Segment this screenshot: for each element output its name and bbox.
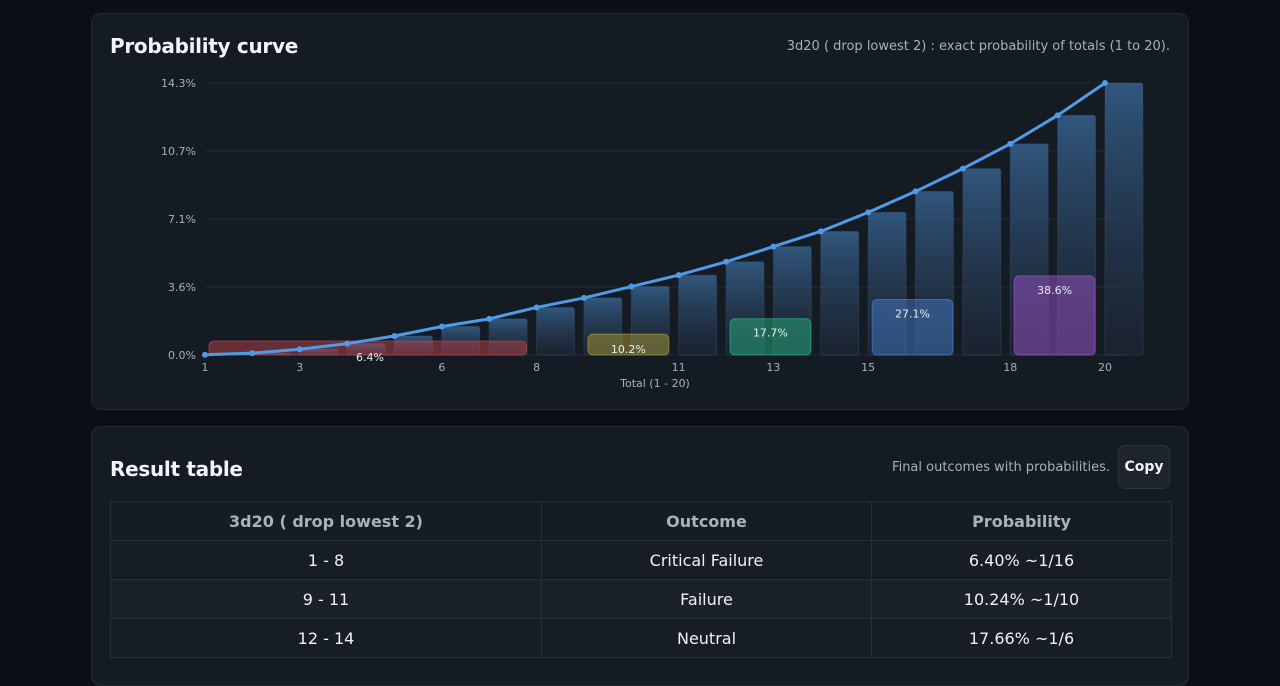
data-point bbox=[1055, 112, 1061, 118]
bar bbox=[1105, 83, 1143, 355]
x-tick-label: 20 bbox=[1098, 361, 1112, 374]
result-table: 3d20 ( drop lowest 2) Outcome Probabilit… bbox=[110, 501, 1172, 658]
data-point bbox=[391, 333, 397, 339]
x-axis-label: Total (1 - 20) bbox=[619, 377, 690, 390]
data-point bbox=[202, 352, 208, 358]
data-point bbox=[1007, 141, 1013, 147]
y-tick-label: 10.7% bbox=[161, 145, 196, 158]
data-point bbox=[818, 228, 824, 234]
data-point bbox=[249, 350, 255, 356]
cell-outcome: Critical Failure bbox=[542, 541, 872, 580]
x-tick-label: 1 bbox=[202, 361, 209, 374]
range-label: 6.4% bbox=[356, 351, 384, 364]
cell-probability: 17.66% ~1/6 bbox=[872, 619, 1172, 658]
data-point bbox=[723, 259, 729, 265]
data-point bbox=[581, 295, 587, 301]
probability-chart: 0.0% 3.6% 7.1% 10.7% 14.3% 6.4% 10.2% 17.7% 27.1… bbox=[92, 14, 1190, 411]
result-table-card: Result table Final outcomes with probabi… bbox=[91, 426, 1189, 686]
bar bbox=[537, 307, 575, 355]
x-tick-label: 11 bbox=[672, 361, 686, 374]
table-row: 9 - 11 Failure 10.24% ~1/10 bbox=[111, 580, 1172, 619]
data-point bbox=[1102, 80, 1108, 86]
data-point bbox=[960, 166, 966, 172]
x-tick-label: 15 bbox=[861, 361, 875, 374]
data-point bbox=[534, 304, 540, 310]
cell-probability: 6.40% ~1/16 bbox=[872, 541, 1172, 580]
table-row: 12 - 14 Neutral 17.66% ~1/6 bbox=[111, 619, 1172, 658]
x-tick-label: 18 bbox=[1003, 361, 1017, 374]
x-tick-label: 13 bbox=[766, 361, 780, 374]
header-probability: Probability bbox=[872, 502, 1172, 541]
cell-range: 12 - 14 bbox=[111, 619, 542, 658]
data-point bbox=[439, 323, 445, 329]
table-title: Result table bbox=[110, 457, 243, 481]
data-point bbox=[770, 244, 776, 250]
data-point bbox=[865, 209, 871, 215]
table-subtitle: Final outcomes with probabilities. bbox=[892, 460, 1110, 475]
y-tick-label: 7.1% bbox=[168, 213, 196, 226]
data-point bbox=[628, 284, 634, 290]
data-point bbox=[297, 346, 303, 352]
data-point bbox=[676, 272, 682, 278]
y-tick-label: 3.6% bbox=[168, 281, 196, 294]
bar bbox=[963, 169, 1001, 355]
copy-button[interactable]: Copy bbox=[1118, 445, 1170, 489]
table-row: 1 - 8 Critical Failure 6.40% ~1/16 bbox=[111, 541, 1172, 580]
range-label: 17.7% bbox=[753, 327, 788, 340]
cell-outcome: Failure bbox=[542, 580, 872, 619]
data-point bbox=[344, 341, 350, 347]
header-outcome: Outcome bbox=[542, 502, 872, 541]
x-tick-label: 3 bbox=[296, 361, 303, 374]
cell-probability: 10.24% ~1/10 bbox=[872, 580, 1172, 619]
range-label: 10.2% bbox=[611, 343, 646, 356]
header-roll: 3d20 ( drop lowest 2) bbox=[111, 502, 542, 541]
range-label: 27.1% bbox=[895, 307, 930, 320]
cell-range: 1 - 8 bbox=[111, 541, 542, 580]
cell-outcome: Neutral bbox=[542, 619, 872, 658]
data-point bbox=[486, 316, 492, 322]
y-tick-label: 0.0% bbox=[168, 349, 196, 362]
cell-range: 9 - 11 bbox=[111, 580, 542, 619]
bar bbox=[821, 231, 859, 355]
table-header-row: 3d20 ( drop lowest 2) Outcome Probabilit… bbox=[111, 502, 1172, 541]
x-tick-label: 6 bbox=[438, 361, 445, 374]
y-tick-label: 14.3% bbox=[161, 77, 196, 90]
bar bbox=[679, 275, 717, 355]
x-tick-label: 8 bbox=[533, 361, 540, 374]
data-point bbox=[913, 188, 919, 194]
range-label: 38.6% bbox=[1037, 284, 1072, 297]
probability-curve-card: Probability curve 3d20 ( drop lowest 2) … bbox=[91, 13, 1189, 410]
